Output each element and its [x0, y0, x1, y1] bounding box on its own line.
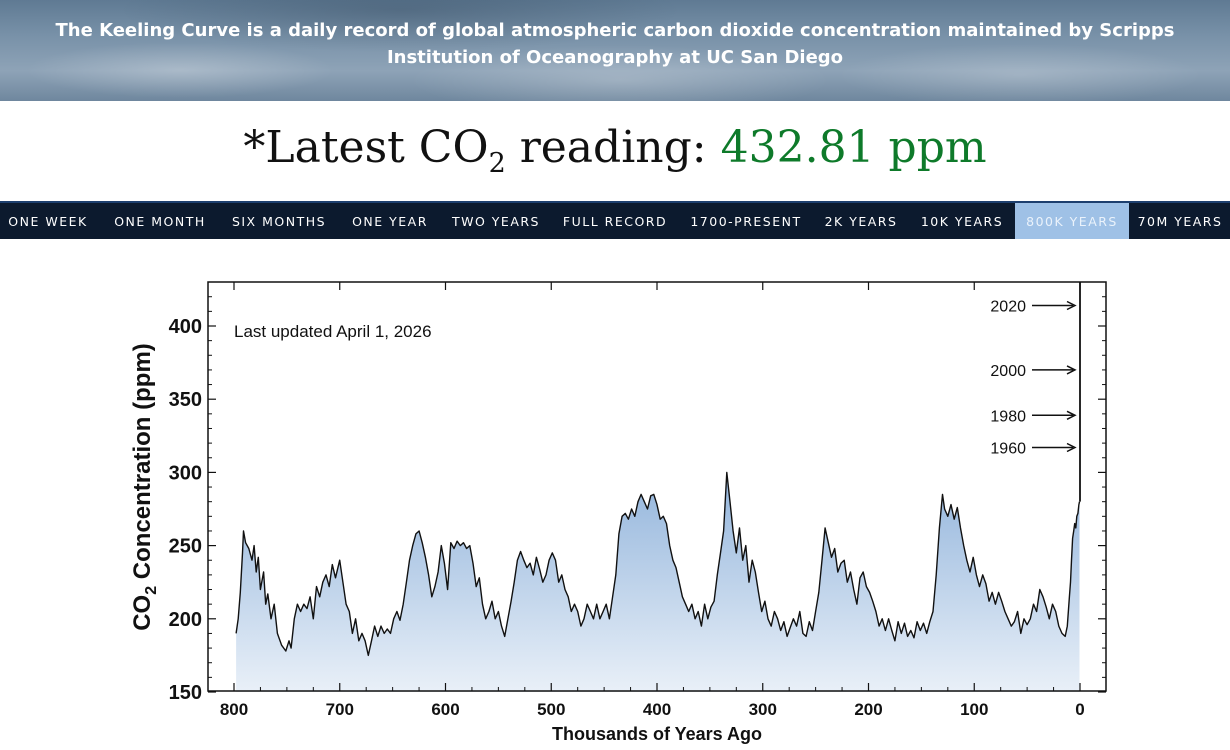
x-tick-label: 200: [854, 700, 882, 719]
year-marker-arrowhead: [1066, 410, 1077, 420]
x-tick-label: 700: [326, 700, 354, 719]
nav-full-record[interactable]: FULL RECORD: [562, 214, 668, 229]
banner-description: The Keeling Curve is a daily record of g…: [55, 20, 1175, 68]
reading-value: 432.81 ppm: [720, 122, 987, 173]
nav-800k-years[interactable]: 800K YEARS: [1015, 203, 1129, 239]
last-updated-annotation: Last updated April 1, 2026: [234, 322, 432, 341]
reading-prefix: *Latest CO: [243, 122, 489, 173]
hero-banner: The Keeling Curve is a daily record of g…: [0, 0, 1230, 101]
nav-six-months[interactable]: SIX MONTHS: [231, 214, 327, 229]
x-axis-label: Thousands of Years Ago: [552, 724, 762, 744]
y-tick-label: 350: [169, 389, 202, 411]
x-tick-label: 0: [1075, 700, 1084, 719]
nav-1700-present[interactable]: 1700-PRESENT: [690, 214, 802, 229]
y-tick-label: 400: [169, 316, 202, 338]
co2-800k-chart: 800 700 600 500 400 300 200 100 0 150 200 250 300 350…: [129, 281, 1107, 744]
co2-area-fill: [236, 472, 1080, 692]
x-tick-label: 500: [537, 700, 565, 719]
reading-middle: reading:: [505, 122, 721, 173]
year-marker-arrowhead: [1066, 442, 1077, 453]
time-range-nav: ONE WEEK ONE MONTH SIX MONTHS ONE YEAR T…: [0, 201, 1230, 239]
latest-co2-reading: *Latest CO2 reading: 432.81 ppm: [0, 118, 1230, 194]
year-marker-label: 2020: [990, 299, 1026, 316]
reading-subscript: 2: [488, 148, 506, 179]
x-tick-label: 400: [643, 700, 671, 719]
x-tick-label: 600: [431, 700, 459, 719]
nav-70m-years[interactable]: 70M YEARS: [1137, 214, 1223, 229]
y-tick-label: 150: [169, 682, 202, 704]
year-marker-arrowhead: [1066, 365, 1077, 375]
nav-2k-years[interactable]: 2K YEARS: [824, 214, 898, 229]
nav-two-years[interactable]: TWO YEARS: [451, 214, 540, 229]
year-marker-label: 1980: [990, 408, 1026, 425]
nav-10k-years[interactable]: 10K YEARS: [920, 214, 1004, 229]
x-tick-label: 800: [220, 700, 248, 719]
co2-series-line: [235, 471, 1081, 657]
y-axis-label: CO2 Concentration (ppm): [129, 343, 160, 631]
y-tick-label: 250: [169, 536, 202, 558]
y-tick-label: 300: [169, 462, 202, 484]
year-marker-label: 2000: [990, 363, 1026, 380]
x-tick-label: 300: [749, 700, 777, 719]
year-marker-label: 1960: [990, 441, 1026, 458]
nav-one-month[interactable]: ONE MONTH: [114, 214, 206, 229]
x-tick-label: 100: [960, 700, 988, 719]
nav-one-week[interactable]: ONE WEEK: [8, 214, 88, 229]
nav-one-year[interactable]: ONE YEAR: [352, 214, 428, 229]
year-marker-arrowhead: [1066, 300, 1077, 311]
y-tick-label: 200: [169, 609, 202, 631]
